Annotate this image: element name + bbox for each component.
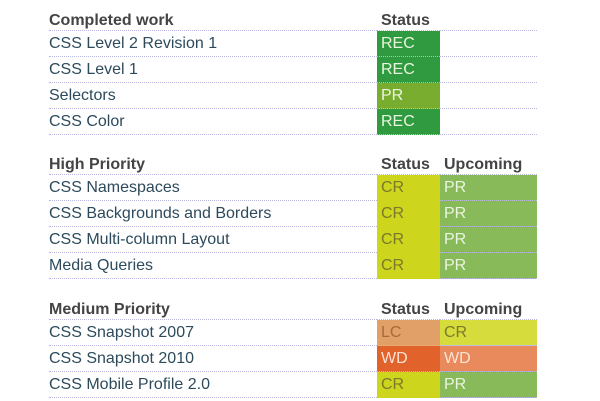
upcoming-badge: PR [440,200,537,227]
spec-link[interactable]: CSS Level 2 Revision 1 [49,30,377,57]
completed-work-table: Completed work Status CSS Level 2 Revisi… [49,6,537,135]
status-header: Status [377,6,440,31]
status-badge: REC [377,56,440,83]
status-header: Status [377,150,440,175]
spec-link[interactable]: CSS Multi-column Layout [49,226,377,253]
empty-cell [440,82,537,109]
upcoming-badge: PR [440,226,537,253]
spec-link[interactable]: CSS Mobile Profile 2.0 [49,371,377,398]
spec-link[interactable]: CSS Snapshot 2010 [49,345,377,372]
table-row: CSS Color REC [49,108,537,135]
table-row: CSS Level 1 REC [49,56,537,83]
section-title: High Priority [49,150,377,175]
spec-link[interactable]: CSS Level 1 [49,56,377,83]
status-badge: CR [377,174,440,201]
empty-cell [440,56,537,83]
upcoming-badge: CR [440,319,537,346]
table-row: CSS Level 2 Revision 1 REC [49,30,537,57]
high-priority-table: High Priority Status Upcoming CSS Namesp… [49,150,537,279]
empty-cell [440,30,537,57]
table-row: Selectors PR [49,82,537,109]
status-badge: CR [377,226,440,253]
spec-link[interactable]: Selectors [49,82,377,109]
status-badge: CR [377,371,440,398]
table-row: CSS Snapshot 2007 LC CR [49,319,537,346]
status-badge: PR [377,82,440,109]
table-row: CSS Mobile Profile 2.0 CR PR [49,371,537,398]
upcoming-badge: PR [440,174,537,201]
status-badge: REC [377,30,440,57]
status-badge: CR [377,252,440,279]
upcoming-header [440,6,537,31]
empty-cell [440,108,537,135]
status-badge: REC [377,108,440,135]
table-row: CSS Snapshot 2010 WD WD [49,345,537,372]
spec-link[interactable]: CSS Color [49,108,377,135]
table-row: Media Queries CR PR [49,252,537,279]
status-badge: LC [377,319,440,346]
upcoming-badge: PR [440,252,537,279]
status-badge: WD [377,345,440,372]
table-row: CSS Multi-column Layout CR PR [49,226,537,253]
status-header: Status [377,295,440,320]
section-title: Completed work [49,6,377,31]
table-row: CSS Backgrounds and Borders CR PR [49,200,537,227]
status-badge: CR [377,200,440,227]
upcoming-header: Upcoming [440,150,537,175]
spec-link[interactable]: CSS Backgrounds and Borders [49,200,377,227]
section-title: Medium Priority [49,295,377,320]
medium-priority-table: Medium Priority Status Upcoming CSS Snap… [49,295,537,398]
upcoming-badge: WD [440,345,537,372]
spec-link[interactable]: CSS Snapshot 2007 [49,319,377,346]
table-row: CSS Namespaces CR PR [49,174,537,201]
spec-link[interactable]: CSS Namespaces [49,174,377,201]
upcoming-header: Upcoming [440,295,537,320]
upcoming-badge: PR [440,371,537,398]
spec-link[interactable]: Media Queries [49,252,377,279]
